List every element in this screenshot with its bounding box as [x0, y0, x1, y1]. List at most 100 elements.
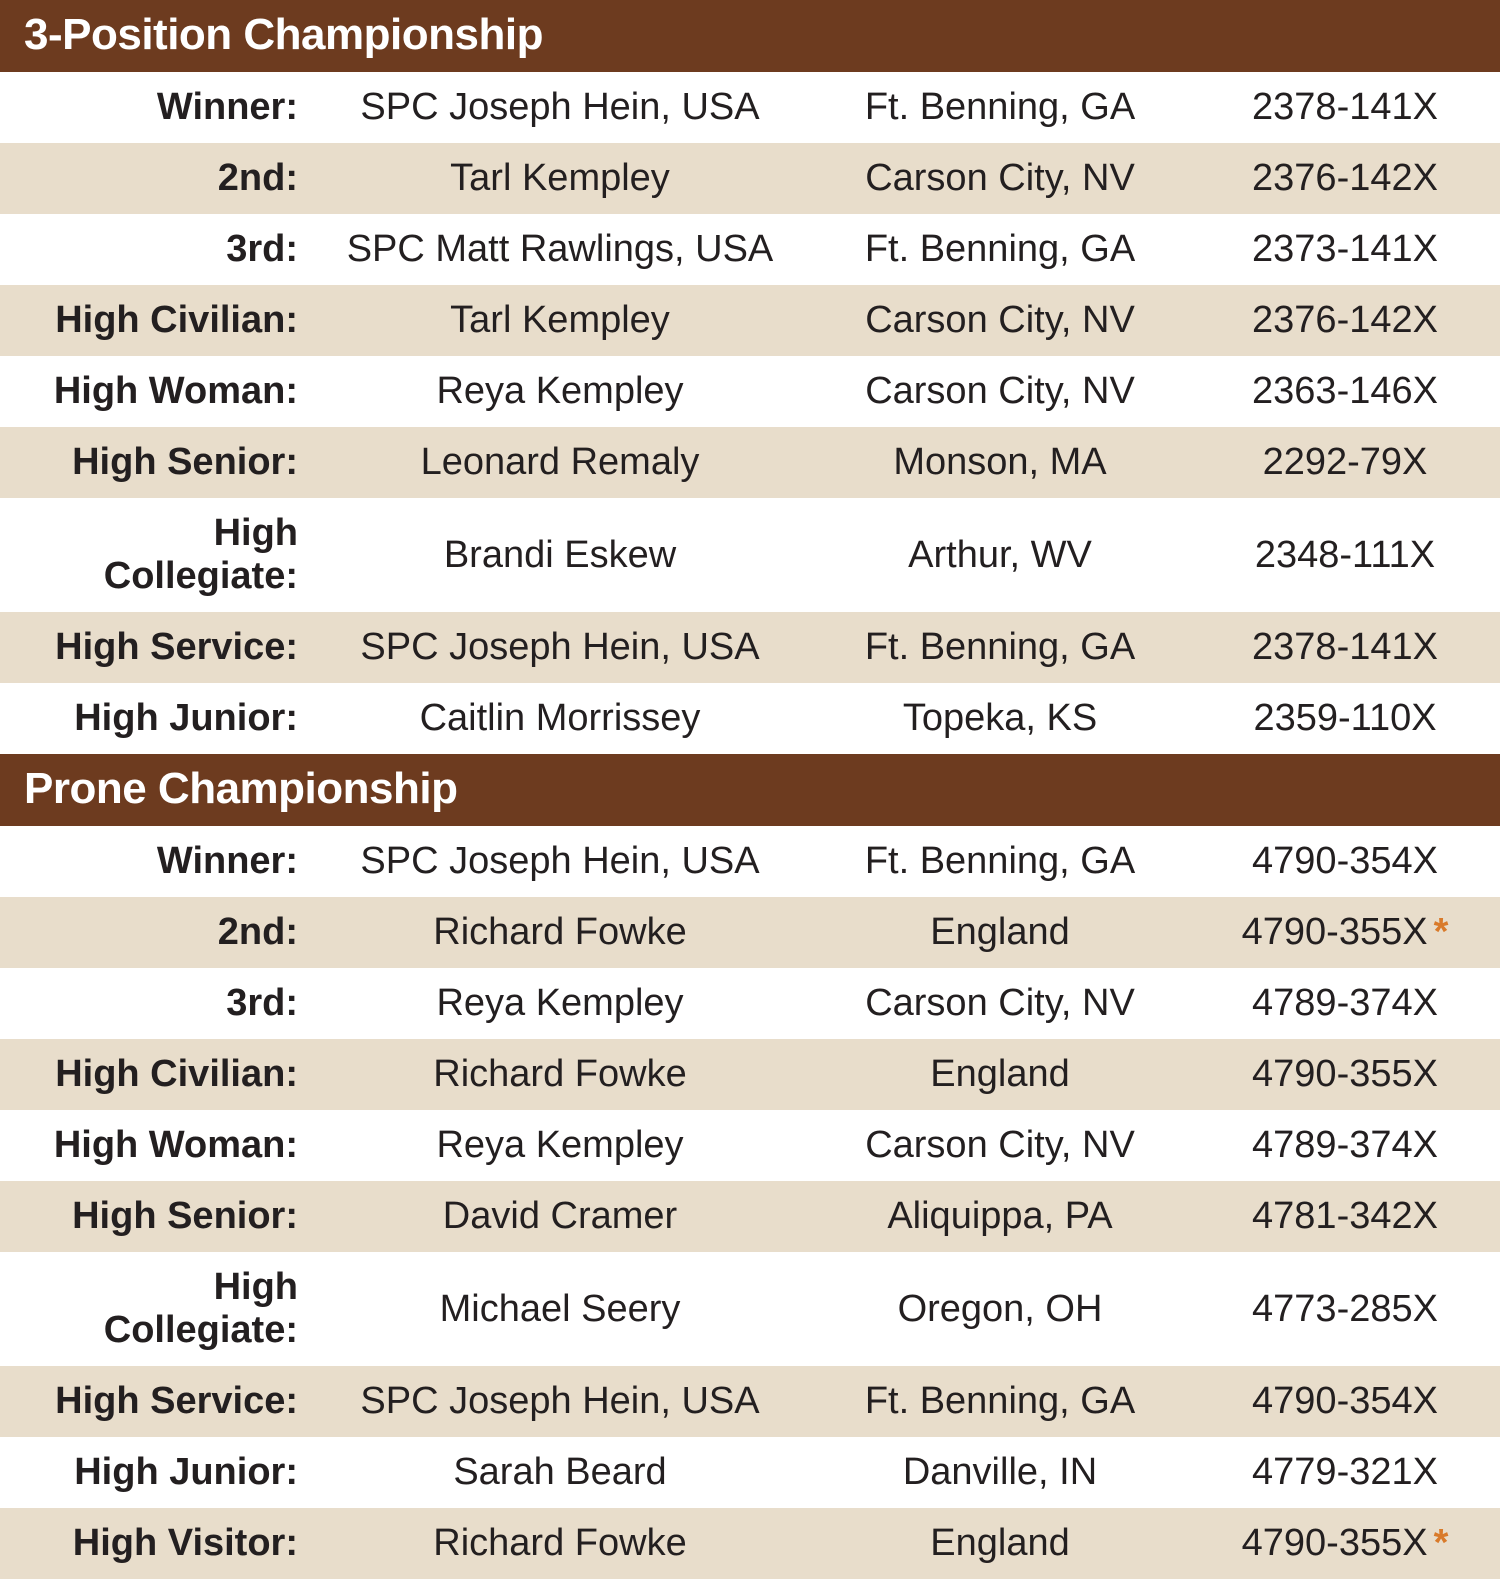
result-score: 2373-141X: [1252, 228, 1438, 270]
result-location: Ft. Benning, GA: [810, 214, 1190, 285]
result-score: 4790-355X: [1242, 911, 1428, 953]
result-location: Oregon, OH: [810, 1252, 1190, 1366]
result-name: Richard Fowke: [310, 1039, 810, 1110]
table-row: High Woman:Reya KempleyCarson City, NV23…: [0, 356, 1500, 427]
table-row: High Civilian:Richard FowkeEngland 4790-3…: [0, 1039, 1500, 1110]
result-score: 4790-355X: [1252, 1053, 1438, 1095]
result-score-cell: 2373-141X: [1190, 214, 1500, 285]
result-name: SPC Joseph Hein, USA: [310, 72, 810, 143]
result-score: 4779-321X: [1252, 1451, 1438, 1493]
result-label: 3rd:: [0, 214, 310, 285]
result-score-cell: 4773-285X: [1190, 1252, 1500, 1366]
result-location: Ft. Benning, GA: [810, 72, 1190, 143]
result-score: 4790-355X: [1242, 1522, 1428, 1564]
result-score: 4790-354X: [1252, 1380, 1438, 1422]
result-label: High Woman:: [0, 1110, 310, 1181]
asterisk-icon: *: [1434, 911, 1449, 953]
result-name: Brandi Eskew: [310, 498, 810, 612]
table-row: High Junior:Caitlin MorrisseyTopeka, KS2…: [0, 683, 1500, 754]
result-score-cell: 2292-79X: [1190, 427, 1500, 498]
result-score-cell: 4779-321X: [1190, 1437, 1500, 1508]
table-row: High Senior:David CramerAliquippa, PA478…: [0, 1181, 1500, 1252]
result-score: 2363-146X: [1252, 370, 1438, 412]
result-score-cell: 2359-110X: [1190, 683, 1500, 754]
result-score: 2378-141X: [1252, 86, 1438, 128]
result-name: Tarl Kempley: [310, 285, 810, 356]
result-score: 4789-374X: [1252, 982, 1438, 1024]
result-location: England: [810, 897, 1190, 968]
result-score-cell: 4790-355X*: [1190, 897, 1500, 968]
table-row: High Woman:Reya KempleyCarson City, NV 47…: [0, 1110, 1500, 1181]
result-score-cell: 4790-355X*: [1190, 1508, 1500, 1579]
result-name: SPC Joseph Hein, USA: [310, 612, 810, 683]
result-score: 4789-374X: [1252, 1124, 1438, 1166]
result-label: 2nd:: [0, 143, 310, 214]
table-row: High Service:SPC Joseph Hein, USAFt. Ben…: [0, 612, 1500, 683]
result-score-cell: 2378-141X: [1190, 612, 1500, 683]
result-location: Aliquippa, PA: [810, 1181, 1190, 1252]
result-name: SPC Joseph Hein, USA: [310, 826, 810, 897]
result-name: Leonard Remaly: [310, 427, 810, 498]
result-name: Sarah Beard: [310, 1437, 810, 1508]
result-location: England: [810, 1508, 1190, 1579]
result-label: Winner:: [0, 826, 310, 897]
result-label: High Woman:: [0, 356, 310, 427]
table-row: High Visitor:Richard FowkeEngland4790-35…: [0, 1508, 1500, 1579]
results-table: 3-Position ChampionshipWinner:SPC Joseph…: [0, 0, 1500, 1579]
result-label: High Civilian:: [0, 1039, 310, 1110]
section-title: 3-Position Championship: [0, 0, 1500, 72]
result-label: 3rd:: [0, 968, 310, 1039]
result-label: High Junior:: [0, 1437, 310, 1508]
result-score-cell: 2376-142X: [1190, 285, 1500, 356]
result-label: Winner:: [0, 72, 310, 143]
result-label: 2nd:: [0, 897, 310, 968]
table-row: 2nd:Richard FowkeEngland4790-355X*: [0, 897, 1500, 968]
result-score-cell: 4790-354X: [1190, 826, 1500, 897]
result-location: Arthur, WV: [810, 498, 1190, 612]
result-score: 2348-111X: [1255, 534, 1435, 576]
result-location: Danville, IN: [810, 1437, 1190, 1508]
table-row: 2nd:Tarl KempleyCarson City, NV2376-142X: [0, 143, 1500, 214]
result-name: SPC Matt Rawlings, USA: [310, 214, 810, 285]
result-name: Reya Kempley: [310, 1110, 810, 1181]
result-name: Caitlin Morrissey: [310, 683, 810, 754]
result-location: Topeka, KS: [810, 683, 1190, 754]
result-name: Reya Kempley: [310, 968, 810, 1039]
result-score: 2376-142X: [1252, 157, 1438, 199]
result-score-cell: 2378-141X: [1190, 72, 1500, 143]
result-label: High Visitor:: [0, 1508, 310, 1579]
result-name: Richard Fowke: [310, 1508, 810, 1579]
table-row: High Collegiate:Michael SeeryOregon, OH4…: [0, 1252, 1500, 1366]
section-header: 3-Position Championship: [0, 0, 1500, 72]
result-label: High Senior:: [0, 427, 310, 498]
result-name: Richard Fowke: [310, 897, 810, 968]
table-row: Winner:SPC Joseph Hein, USAFt. Benning, …: [0, 72, 1500, 143]
result-score-cell: 4781-342X: [1190, 1181, 1500, 1252]
result-location: Monson, MA: [810, 427, 1190, 498]
result-location: Ft. Benning, GA: [810, 612, 1190, 683]
result-name: Michael Seery: [310, 1252, 810, 1366]
result-name: David Cramer: [310, 1181, 810, 1252]
result-location: Carson City, NV: [810, 356, 1190, 427]
result-name: Tarl Kempley: [310, 143, 810, 214]
result-location: Ft. Benning, GA: [810, 826, 1190, 897]
result-score: 4790-354X: [1252, 840, 1438, 882]
table-row: High Senior:Leonard RemalyMonson, MA 2292…: [0, 427, 1500, 498]
result-score: 4781-342X: [1252, 1195, 1438, 1237]
result-label: High Collegiate:: [0, 498, 310, 612]
table-row: High Collegiate:Brandi EskewArthur, WV 23…: [0, 498, 1500, 612]
result-name: SPC Joseph Hein, USA: [310, 1366, 810, 1437]
table-row: 3rd:Reya KempleyCarson City, NV 4789-374X: [0, 968, 1500, 1039]
result-score-cell: 4789-374X: [1190, 968, 1500, 1039]
result-label: High Civilian:: [0, 285, 310, 356]
result-location: Carson City, NV: [810, 1110, 1190, 1181]
table-row: High Service:SPC Joseph Hein, USAFt. Ben…: [0, 1366, 1500, 1437]
result-label: High Junior:: [0, 683, 310, 754]
result-score: 2376-142X: [1252, 299, 1438, 341]
table-row: 3rd:SPC Matt Rawlings, USAFt. Benning, G…: [0, 214, 1500, 285]
result-location: England: [810, 1039, 1190, 1110]
result-score: 2292-79X: [1263, 441, 1428, 483]
table-row: High Civilian:Tarl KempleyCarson City, N…: [0, 285, 1500, 356]
result-score-cell: 2376-142X: [1190, 143, 1500, 214]
result-location: Carson City, NV: [810, 968, 1190, 1039]
